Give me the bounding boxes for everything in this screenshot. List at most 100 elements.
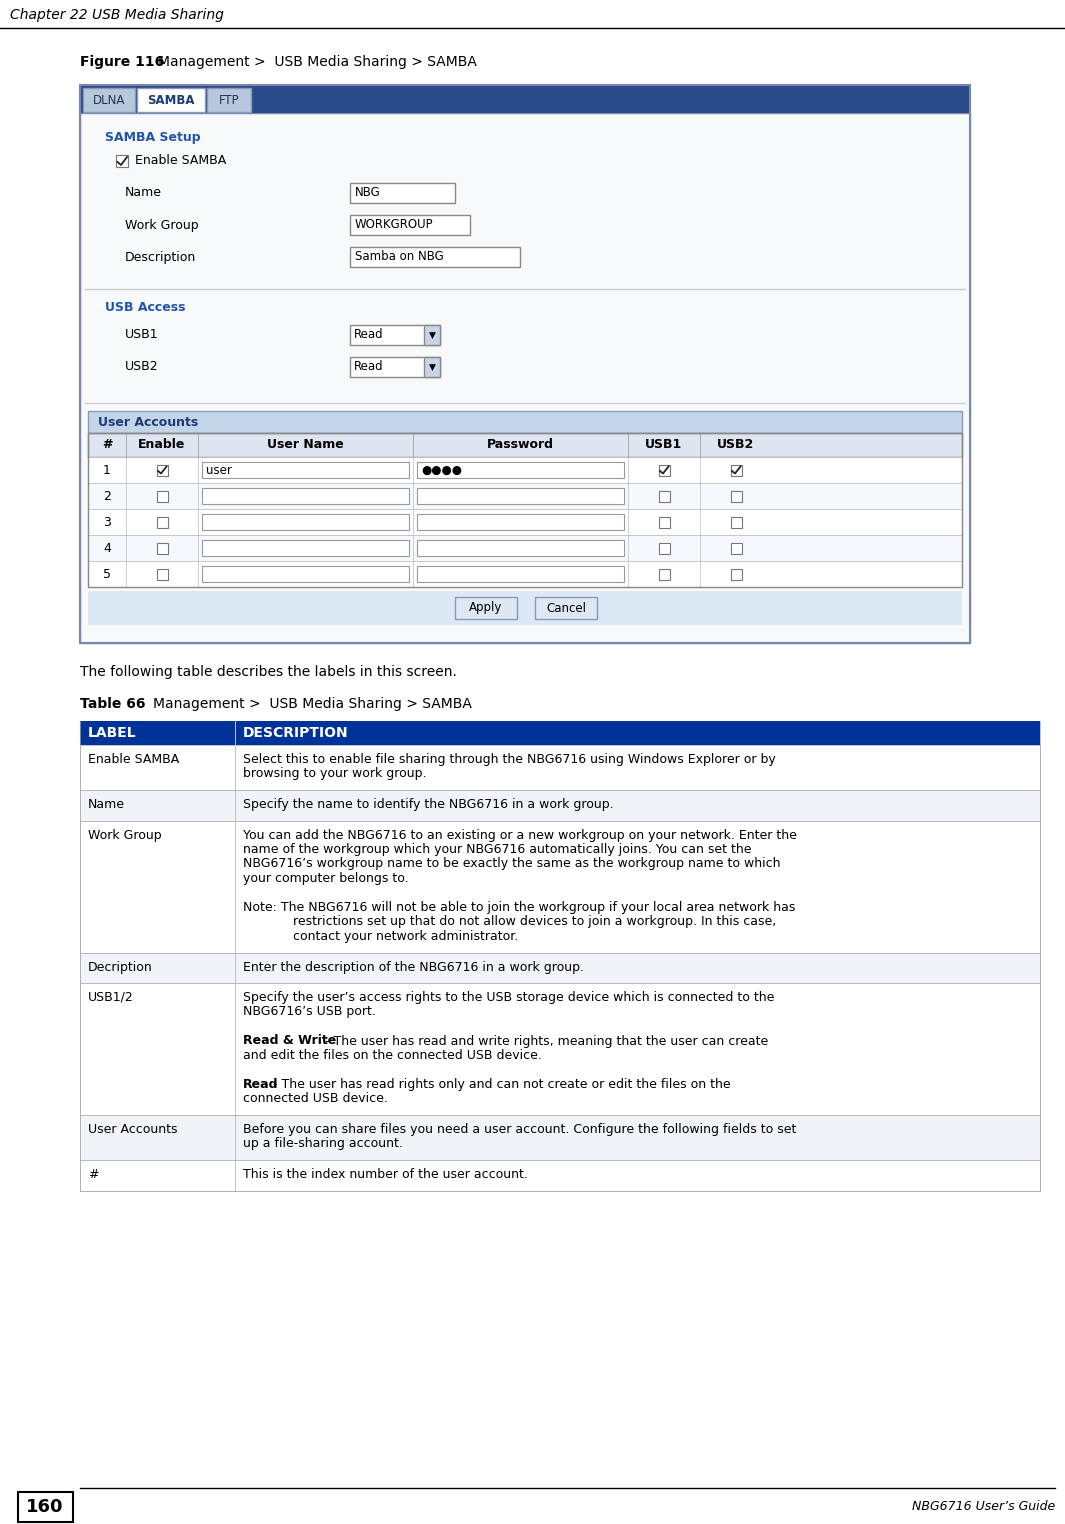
Bar	[88, 457, 962, 483]
Text: Read: Read	[354, 329, 383, 341]
Text: name of the workgroup which your NBG6716 automatically joins. You can set the: name of the workgroup which your NBG6716…	[243, 843, 752, 856]
Bar	[417, 488, 624, 504]
Bar	[658, 491, 670, 501]
Text: contact your network administrator.: contact your network administrator.	[273, 930, 519, 943]
Bar	[18, 1492, 73, 1522]
Bar	[80, 1116, 1041, 1160]
Text: NBG6716’s USB port.: NBG6716’s USB port.	[243, 1006, 376, 1018]
Text: Password: Password	[487, 439, 554, 451]
Text: - The user has read rights only and can not create or edit the files on the: - The user has read rights only and can …	[269, 1077, 731, 1091]
Bar	[80, 721, 1041, 745]
Bar	[157, 517, 167, 527]
Bar	[658, 543, 670, 553]
Bar	[80, 85, 970, 113]
Bar	[535, 597, 597, 619]
Text: 160: 160	[27, 1498, 64, 1516]
Text: Specify the name to identify the NBG6716 in a work group.: Specify the name to identify the NBG6716…	[243, 799, 613, 811]
Text: Read & Write: Read & Write	[243, 1035, 337, 1047]
Text: Enter the description of the NBG6716 in a work group.: Enter the description of the NBG6716 in …	[243, 960, 584, 974]
Text: browsing to your work group.: browsing to your work group.	[243, 768, 426, 780]
Text: WORKGROUP: WORKGROUP	[355, 218, 433, 232]
Bar	[202, 462, 409, 479]
Text: ●●●●: ●●●●	[421, 463, 462, 477]
Bar	[157, 465, 167, 475]
Bar	[88, 411, 962, 433]
Bar	[80, 745, 1041, 789]
Text: Read: Read	[243, 1077, 279, 1091]
Bar	[157, 543, 167, 553]
Bar	[88, 433, 962, 457]
Bar	[417, 514, 624, 530]
Text: USB1: USB1	[645, 439, 683, 451]
Bar	[455, 597, 517, 619]
Text: NBG6716’s workgroup name to be exactly the same as the workgroup name to which: NBG6716’s workgroup name to be exactly t…	[243, 858, 781, 870]
Text: user: user	[206, 463, 232, 477]
Text: Name: Name	[88, 799, 125, 811]
Text: This is the index number of the user account.: This is the index number of the user acc…	[243, 1167, 528, 1181]
Bar	[417, 565, 624, 582]
Text: User Accounts: User Accounts	[88, 1123, 178, 1135]
Text: USB2: USB2	[125, 361, 159, 373]
Bar	[88, 535, 962, 561]
Text: Enable: Enable	[138, 439, 185, 451]
Text: Read: Read	[354, 361, 383, 373]
Text: Enable SAMBA: Enable SAMBA	[135, 154, 226, 168]
Text: 3: 3	[103, 515, 111, 529]
Text: LABEL: LABEL	[88, 725, 136, 741]
Bar	[80, 952, 1041, 983]
Text: USB1/2: USB1/2	[88, 991, 134, 1004]
Text: FTP: FTP	[218, 93, 240, 107]
Text: Before you can share files you need a user account. Configure the following fiel: Before you can share files you need a us…	[243, 1123, 797, 1135]
Text: Management >  USB Media Sharing > SAMBA: Management > USB Media Sharing > SAMBA	[158, 55, 477, 69]
Bar	[731, 517, 741, 527]
Bar	[80, 85, 970, 643]
Text: Chapter 22 USB Media Sharing: Chapter 22 USB Media Sharing	[10, 8, 224, 21]
Text: Samba on NBG: Samba on NBG	[355, 250, 444, 264]
Bar	[424, 357, 440, 376]
Bar	[137, 88, 204, 111]
Text: up a file-sharing account.: up a file-sharing account.	[243, 1137, 403, 1151]
Text: User Name: User Name	[267, 439, 344, 451]
Text: #: #	[88, 1167, 98, 1181]
Text: Figure 116: Figure 116	[80, 55, 164, 69]
Bar	[350, 215, 470, 235]
Bar	[88, 561, 962, 587]
Bar	[80, 820, 1041, 952]
Text: Table 66: Table 66	[80, 696, 146, 712]
Bar	[80, 1160, 1041, 1190]
Text: User Accounts: User Accounts	[98, 416, 198, 428]
Text: 2: 2	[103, 489, 111, 503]
Bar	[116, 155, 128, 168]
Text: 5: 5	[103, 567, 111, 581]
Bar	[658, 517, 670, 527]
Text: SAMBA: SAMBA	[147, 93, 195, 107]
Text: Enable SAMBA: Enable SAMBA	[88, 753, 179, 767]
Bar	[424, 325, 440, 344]
Text: Decription: Decription	[88, 960, 152, 974]
Text: Note: The NBG6716 will not be able to join the workgroup if your local area netw: Note: The NBG6716 will not be able to jo…	[243, 901, 796, 914]
Text: Specify the user’s access rights to the USB storage device which is connected to: Specify the user’s access rights to the …	[243, 991, 774, 1004]
Bar	[350, 183, 455, 203]
Text: The following table describes the labels in this screen.: The following table describes the labels…	[80, 664, 457, 680]
Bar	[202, 565, 409, 582]
Bar	[658, 465, 670, 475]
Text: Description: Description	[125, 250, 196, 264]
Text: DESCRIPTION: DESCRIPTION	[243, 725, 348, 741]
Text: DLNA: DLNA	[93, 93, 126, 107]
Bar	[157, 568, 167, 579]
Text: You can add the NBG6716 to an existing or a new workgroup on your network. Enter: You can add the NBG6716 to an existing o…	[243, 829, 797, 841]
Bar	[202, 539, 409, 556]
Bar	[202, 514, 409, 530]
Text: 4: 4	[103, 541, 111, 555]
Bar	[202, 488, 409, 504]
Text: Work Group: Work Group	[125, 218, 199, 232]
Text: - The user has read and write rights, meaning that the user can create: - The user has read and write rights, me…	[321, 1035, 768, 1047]
Text: NBG: NBG	[355, 186, 381, 200]
Text: USB Access: USB Access	[105, 302, 185, 314]
Text: and edit the files on the connected USB device.: and edit the files on the connected USB …	[243, 1049, 542, 1062]
Text: NBG6716 User’s Guide: NBG6716 User’s Guide	[912, 1501, 1055, 1513]
Bar	[88, 433, 962, 587]
Text: 1: 1	[103, 463, 111, 477]
Text: your computer belongs to.: your computer belongs to.	[243, 872, 409, 885]
Bar	[417, 539, 624, 556]
